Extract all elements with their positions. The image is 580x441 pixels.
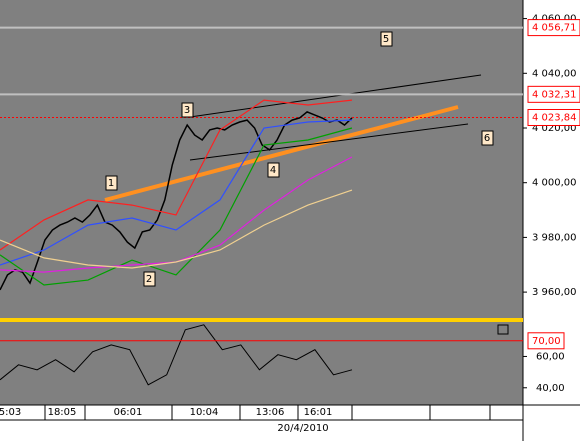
- x-tick-label: 5:03: [0, 407, 21, 418]
- annotation-box: [380, 31, 393, 47]
- rsi-tag-box: [527, 332, 565, 350]
- channel-line: [189, 74, 482, 118]
- annotation-box: [267, 162, 280, 178]
- panel-button[interactable]: [497, 324, 509, 335]
- x-tick-label: 13:06: [256, 407, 285, 418]
- x-tick-label: 06:01: [114, 407, 143, 418]
- y-tick-label: 4 020,00: [532, 123, 577, 134]
- y-tick-label: 4 000,00: [532, 178, 577, 189]
- series-line: [0, 99, 353, 251]
- annotation: 6: [484, 133, 490, 144]
- y-tick-label: 3 960,00: [532, 287, 577, 298]
- price-tag: 4 056,71: [532, 23, 577, 34]
- y-tick-label: 4 040,00: [532, 68, 577, 79]
- price-tag-box: [527, 85, 580, 103]
- annotation: 4: [270, 165, 276, 176]
- price-tag: 4 032,31: [532, 89, 577, 100]
- series-line: [0, 189, 353, 269]
- series-line: [0, 127, 353, 286]
- price-tag-box: [527, 19, 580, 37]
- series-line: [0, 111, 353, 291]
- series-line: [0, 119, 353, 266]
- annotation-box: [143, 271, 156, 287]
- annotation-box: [181, 102, 194, 118]
- x-tick-label: 18:05: [48, 407, 77, 418]
- annotation-box: [105, 175, 118, 191]
- rsi-tag: 70,00: [532, 336, 561, 347]
- x-tick-label: 10:04: [190, 407, 219, 418]
- annotation: 3: [184, 105, 190, 116]
- channel-line: [189, 123, 469, 161]
- rsi-tick-label: 40,00: [536, 383, 565, 394]
- rsi-panel: [0, 322, 523, 405]
- annotation: 2: [146, 274, 152, 285]
- rsi-line: [0, 324, 353, 386]
- x-tick-label: 16:01: [304, 407, 333, 418]
- y-tick-label: 3 980,00: [532, 232, 577, 243]
- price-tag-box: [527, 108, 580, 126]
- rsi-tick-label: 60,00: [536, 351, 565, 362]
- price-tag: 4 023,84: [532, 112, 577, 123]
- annotation: 5: [383, 34, 389, 45]
- annotation: 1: [108, 178, 114, 189]
- support-line: [0, 318, 523, 322]
- annotation-box: [481, 130, 494, 146]
- trend-line: [104, 105, 459, 202]
- date-label: 20/4/2010: [277, 423, 328, 434]
